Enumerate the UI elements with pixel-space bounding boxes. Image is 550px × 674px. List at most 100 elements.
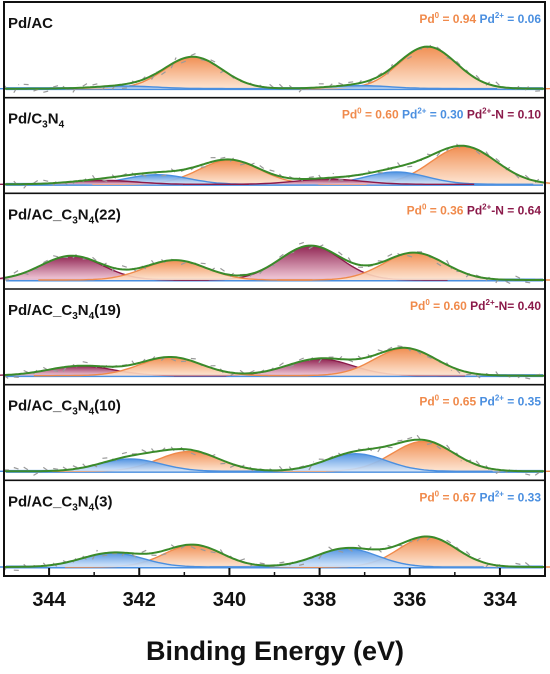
peak-pd0 <box>299 537 550 567</box>
legend-value: = 0.65 <box>439 395 479 409</box>
peak-pd2 <box>218 453 493 472</box>
peak-pd2 <box>223 85 498 89</box>
composition-legend: Pd0 = 0.65 Pd2+ = 0.35 <box>419 394 541 409</box>
legend-pd2n: Pd <box>467 203 482 217</box>
legend-sup: 2+ <box>417 107 426 116</box>
fit-envelope <box>3 346 545 377</box>
peak-pd0 <box>286 441 550 472</box>
peak-pd0 <box>64 545 322 567</box>
legend-pd0: Pd <box>419 490 434 504</box>
legend-value: = 0.67 <box>439 490 479 504</box>
x-tick-label: 334 <box>483 589 517 611</box>
peak-pd0 <box>318 146 550 185</box>
peak-pd0 <box>299 46 550 89</box>
sample-label-part: 3 <box>72 407 78 418</box>
legend-pd2: Pd <box>402 108 417 122</box>
legend-pd2: Pd <box>480 395 495 409</box>
fit-envelope <box>3 244 545 281</box>
sample-label-part: 3 <box>42 120 48 131</box>
sample-label: Pd/AC_C3N4(10) <box>8 398 121 418</box>
peak-pd2 <box>0 459 268 472</box>
fit-envelope <box>4 535 545 568</box>
sample-label-part: 4 <box>59 120 65 131</box>
panel-3: Pd/AC_C3N4(19) Pd0 = 0.60 Pd2+-N= 0.40 <box>0 288 545 379</box>
legend-pd2: Pd <box>480 490 495 504</box>
legend-pd0: Pd <box>410 299 425 313</box>
sample-label-part: 4 <box>89 502 95 513</box>
composition-legend: Pd0 = 0.60 Pd2+ = 0.30 Pd2+-N = 0.10 <box>342 107 542 122</box>
legend-pd0: Pd <box>419 12 434 26</box>
sample-label: Pd/AC_C3N4(3) <box>8 493 113 513</box>
panel-0: Pd/AC Pd0 = 0.94 Pd2+ = 0.06 <box>0 11 550 93</box>
x-axis-label: Binding Energy (eV) <box>146 636 404 666</box>
sample-label-part: N <box>78 206 89 223</box>
sample-label-part: 3 <box>72 311 78 322</box>
sample-label-part: Pd/AC_C <box>8 493 72 510</box>
legend-sup: 0 <box>435 394 440 403</box>
peak-pd2 <box>20 174 295 185</box>
x-tick-label: 338 <box>303 589 336 611</box>
sample-label-part: Pd/AC_C <box>8 302 72 319</box>
composition-legend: Pd0 = 0.36 Pd2+-N = 0.64 <box>407 202 542 217</box>
peak-pd2n <box>173 245 448 280</box>
panel-4: Pd/AC_C3N4(10) Pd0 = 0.65 Pd2+ = 0.35 <box>0 383 550 476</box>
legend-value: = 0.33 <box>504 490 541 504</box>
sample-label-part: 4 <box>89 311 95 322</box>
x-axis-ticks: 344 342 340 338 336 334 <box>32 568 517 611</box>
legend-sup: 2+ <box>495 489 504 498</box>
legend-value: -N = 0.10 <box>491 108 541 122</box>
sample-label: Pd/AC_C3N4(22) <box>8 206 121 226</box>
sample-label-part: (3) <box>94 493 112 510</box>
legend-sup: 0 <box>425 298 430 307</box>
x-tick-label: 344 <box>32 589 66 611</box>
legend-sup: 2+ <box>482 107 491 116</box>
sample-label-part: (22) <box>94 206 121 223</box>
composition-legend: Pd0 = 0.94 Pd2+ = 0.06 <box>419 11 541 26</box>
legend-value: -N= 0.40 <box>495 299 542 313</box>
legend-sup: 0 <box>435 11 440 20</box>
fit-envelope <box>4 438 545 473</box>
composition-legend: Pd0 = 0.60 Pd2+-N= 0.40 <box>410 298 541 313</box>
legend-pd2n: Pd <box>467 108 482 122</box>
legend-pd0: Pd <box>342 108 357 122</box>
sample-label-part: Pd/AC_C <box>8 398 72 415</box>
sample-label-part: N <box>48 111 59 128</box>
peak-pd0 <box>277 252 550 280</box>
panel-5: Pd/AC_C3N4(3) Pd0 = 0.67 Pd2+ = 0.33 <box>0 479 550 570</box>
legend-sup: 2+ <box>486 298 495 307</box>
legend-value: = 0.36 <box>426 203 466 217</box>
peak-pd0 <box>33 357 308 376</box>
x-tick-label: 336 <box>393 589 426 611</box>
peak-pd2 <box>259 172 534 185</box>
legend-sup: 0 <box>435 489 440 498</box>
legend-sup: 2+ <box>482 202 491 211</box>
peak-pd2n <box>183 179 475 185</box>
panel-1: Pd/C3N4 Pd0 = 0.60 Pd2+ = 0.30 Pd2+-N = 0… <box>0 96 550 189</box>
legend-value: = 0.35 <box>504 395 541 409</box>
legend-value: -N = 0.64 <box>491 203 541 217</box>
sample-label-part: N <box>78 398 89 415</box>
legend-value: = 0.30 <box>426 108 466 122</box>
legend-pd2n: Pd <box>470 299 485 313</box>
legend-pd0: Pd <box>419 395 434 409</box>
peak-pd0 <box>38 260 313 280</box>
sample-label: Pd/C3N4 <box>8 111 65 131</box>
panel-2: Pd/AC_C3N4(22) Pd0 = 0.36 Pd2+-N = 0.64 <box>0 192 550 283</box>
sample-label-part: N <box>78 302 89 319</box>
composition-legend: Pd0 = 0.67 Pd2+ = 0.33 <box>419 489 541 504</box>
legend-sup: 2+ <box>495 11 504 20</box>
legend-sup: 0 <box>357 107 362 116</box>
legend-sup: 2+ <box>495 394 504 403</box>
legend-value: = 0.60 <box>430 299 470 313</box>
peak-pd2n <box>174 358 466 376</box>
sample-label-part: 4 <box>89 215 95 226</box>
legend-value: = 0.94 <box>439 12 479 26</box>
sample-label: Pd/AC <box>8 15 53 32</box>
sample-label-part: (19) <box>94 302 121 319</box>
sample-label-part: Pd/C <box>8 111 42 128</box>
peak-pd0 <box>92 160 367 185</box>
legend-value: = 0.06 <box>504 12 541 26</box>
sample-label-part: 3 <box>72 215 78 226</box>
peak-outline-pd2n <box>183 178 475 185</box>
